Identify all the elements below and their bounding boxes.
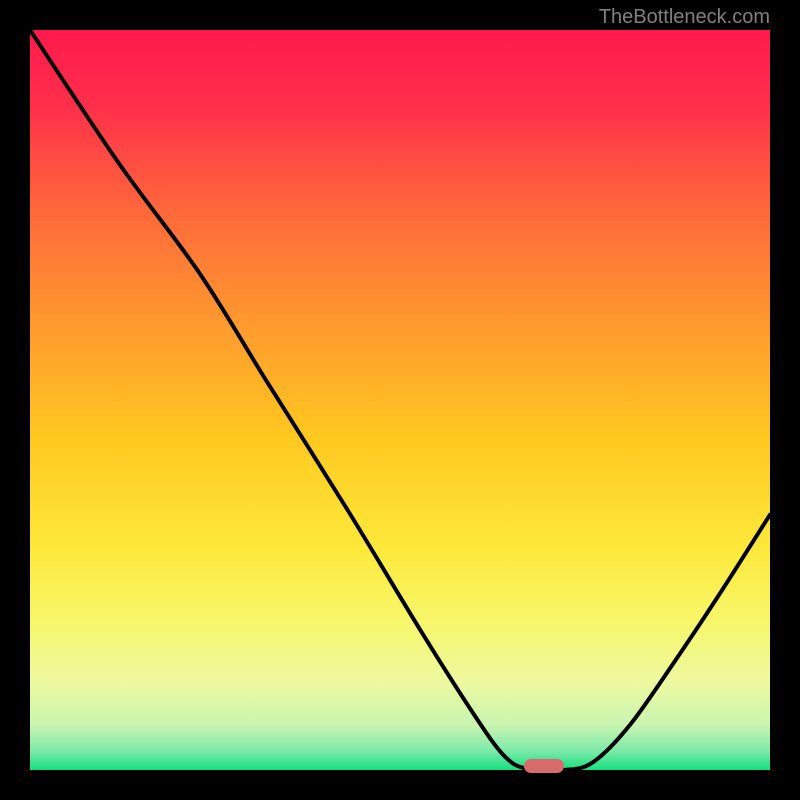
optimal-marker — [524, 759, 564, 773]
plot-area — [30, 30, 770, 770]
curve-layer — [30, 30, 770, 770]
watermark-text: TheBottleneck.com — [599, 6, 770, 29]
bottleneck-curve — [30, 30, 770, 771]
